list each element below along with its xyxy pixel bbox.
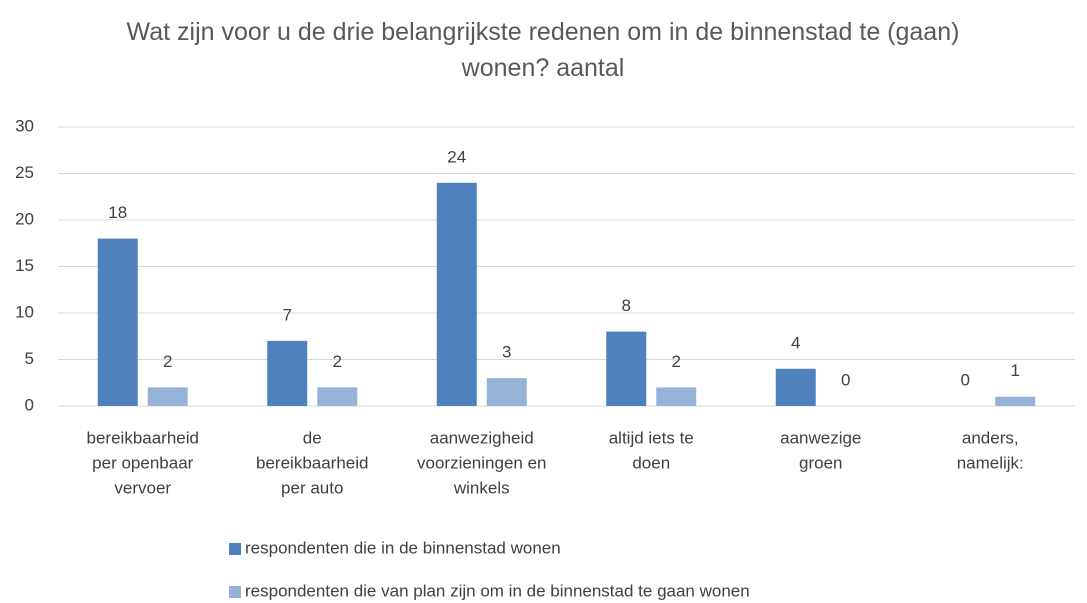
data-label: 7	[283, 305, 292, 324]
x-tick-label: anders,	[962, 428, 1019, 447]
bar	[656, 387, 697, 406]
bar	[147, 387, 188, 406]
data-label: 0	[961, 370, 970, 389]
x-tick-label: altijd iets te	[609, 428, 694, 447]
bar	[267, 340, 308, 406]
legend-label: respondenten die van plan zijn om in de …	[245, 581, 750, 600]
x-tick-label: vervoer	[114, 478, 171, 497]
bar	[436, 182, 477, 406]
legend-label: respondenten die in de binnenstad wonen	[245, 538, 561, 557]
bar	[317, 387, 358, 406]
x-tick-label: winkels	[453, 478, 510, 497]
x-tick-label: aanwezige	[780, 428, 861, 447]
bar	[97, 238, 138, 406]
chart-title: Wat zijn voor u de drie belangrijkste re…	[126, 18, 960, 82]
bar	[486, 378, 527, 406]
bar	[606, 331, 647, 406]
x-tick-label: bereikbaarheid	[87, 428, 199, 447]
x-tick-label: groen	[799, 453, 842, 472]
x-tick-label: namelijk:	[957, 453, 1024, 472]
bar	[995, 396, 1036, 406]
data-label: 0	[841, 370, 850, 389]
y-tick-label: 0	[25, 395, 34, 414]
x-tick-label: voorzieningen en	[417, 453, 546, 472]
data-label: 2	[672, 352, 681, 371]
x-tick-label: aanwezigheid	[430, 428, 534, 447]
legend-swatch	[229, 543, 241, 555]
data-label: 2	[163, 352, 172, 371]
data-label: 8	[622, 296, 631, 315]
y-tick-label: 30	[15, 116, 34, 135]
x-tick-label: de	[303, 428, 322, 447]
y-tick-label: 15	[15, 256, 34, 275]
data-label: 1	[1011, 361, 1020, 380]
y-tick-label: 20	[15, 209, 34, 228]
data-label: 24	[447, 147, 466, 166]
y-tick-label: 25	[15, 163, 34, 182]
x-tick-label: per openbaar	[92, 453, 193, 472]
x-tick-label: per auto	[281, 478, 343, 497]
legend-swatch	[229, 586, 241, 598]
data-label: 3	[502, 343, 511, 362]
y-tick-label: 5	[25, 349, 34, 368]
x-tick-label: bereikbaarheid	[256, 453, 368, 472]
data-label: 4	[791, 333, 800, 352]
y-tick-label: 10	[15, 302, 34, 321]
x-tick-label: doen	[632, 453, 670, 472]
data-label: 2	[333, 352, 342, 371]
bar	[775, 368, 816, 406]
data-label: 18	[108, 203, 127, 222]
